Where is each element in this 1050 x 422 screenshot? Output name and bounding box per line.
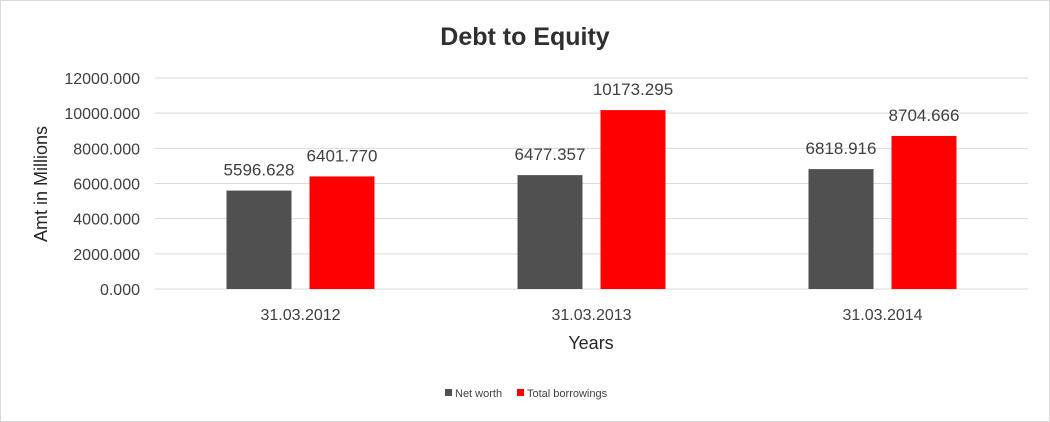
bar-total-borrowings [309, 176, 375, 289]
bar-net-worth [226, 190, 292, 289]
bars [226, 110, 957, 289]
legend-label: Net worth [455, 388, 502, 400]
data-labels: 5596.628 6401.770 6477.357 10173.295 6818.91… [224, 80, 960, 179]
x-axis-ticks: 31.03.2012 31.03.2013 31.03.2014 [260, 307, 922, 324]
data-label: 5596.628 [224, 161, 295, 180]
x-tick-label: 31.03.2013 [551, 307, 631, 324]
data-label: 6401.770 [307, 146, 378, 165]
x-tick-label: 31.03.2012 [260, 307, 340, 324]
x-axis-title: Years [568, 333, 613, 353]
legend-swatch [517, 389, 524, 396]
chart-title: Debt to Equity [440, 23, 610, 51]
y-tick-label: 4000.000 [73, 212, 140, 229]
y-tick-label: 8000.000 [73, 141, 140, 158]
y-tick-label: 0.000 [100, 282, 140, 299]
y-tick-label: 12000.000 [64, 71, 140, 88]
legend: Net worth Total borrowings [445, 388, 608, 400]
legend-swatch [445, 389, 452, 396]
legend-label: Total borrowings [527, 388, 608, 400]
data-label: 8704.666 [889, 106, 960, 125]
data-label: 6477.357 [515, 145, 586, 164]
bar-total-borrowings [600, 110, 666, 289]
y-axis-title: Amt in Millions [31, 126, 51, 242]
data-label: 6818.916 [806, 139, 877, 158]
y-tick-label: 6000.000 [73, 177, 140, 194]
gridlines [155, 77, 1028, 290]
y-axis-ticks: 0.000 2000.000 4000.000 6000.000 8000.000 100… [64, 71, 140, 299]
y-tick-label: 2000.000 [73, 247, 140, 264]
data-label: 10173.295 [593, 80, 673, 99]
bar-net-worth [517, 175, 583, 289]
y-tick-label: 10000.000 [64, 106, 140, 123]
bar-total-borrowings [891, 135, 957, 289]
bar-net-worth [808, 169, 874, 289]
x-tick-label: 31.03.2014 [842, 307, 922, 324]
